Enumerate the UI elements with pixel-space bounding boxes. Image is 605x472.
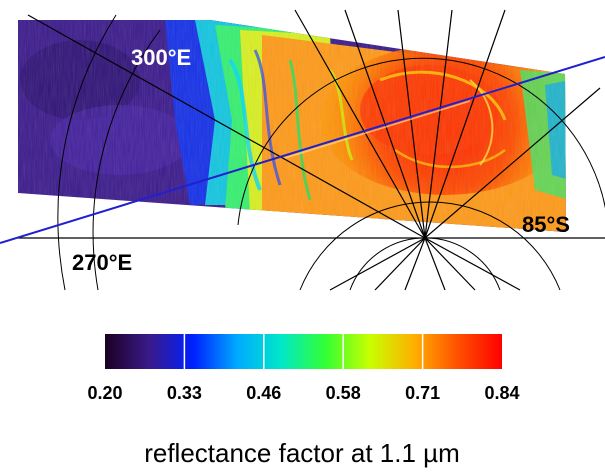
meridian-line — [397, 9, 426, 239]
colorbar-tick-0: 0.20 — [87, 383, 122, 403]
meridian-line — [294, 9, 426, 239]
meridian-line — [424, 237, 476, 291]
reflectance-image-strip — [18, 20, 566, 232]
colorbar-tick-5: 0.84 — [484, 383, 519, 403]
latitude-circle — [349, 237, 501, 291]
meridian-line — [424, 9, 453, 239]
map-grid — [18, 9, 605, 291]
lon-270-label: 270°E — [72, 250, 132, 275]
latitude-circle — [237, 57, 605, 226]
latitude-circle — [57, 14, 117, 291]
meridian-line — [424, 237, 521, 291]
lat-85-label: 85°S — [522, 212, 570, 237]
meridian-line — [404, 237, 426, 291]
meridian-line — [374, 237, 426, 291]
ground-track-line — [0, 56, 605, 244]
colorbar-tick-4: 0.71 — [405, 383, 440, 403]
meridian-line — [424, 9, 506, 239]
colorbar-tick-3: 0.58 — [326, 383, 361, 403]
latitude-circle — [299, 201, 561, 291]
meridian-line — [424, 87, 601, 239]
meridian-line — [424, 237, 446, 291]
meridian-line — [329, 237, 426, 291]
image-grain — [18, 20, 566, 232]
colorbar-tick-2: 0.46 — [246, 383, 281, 403]
ground-track-highlight — [284, 100, 471, 159]
lon-300-label: 300°E — [131, 45, 191, 70]
latitude-circle — [92, 29, 161, 291]
meridian-line — [27, 14, 426, 239]
colorbar-gradient — [105, 334, 502, 369]
colorbar-caption: reflectance factor at 1.1 µm — [144, 438, 460, 468]
colorbar-tick-1: 0.33 — [167, 383, 202, 403]
colorbar: 0.20 0.33 0.46 0.58 0.71 0.84 — [87, 334, 520, 403]
